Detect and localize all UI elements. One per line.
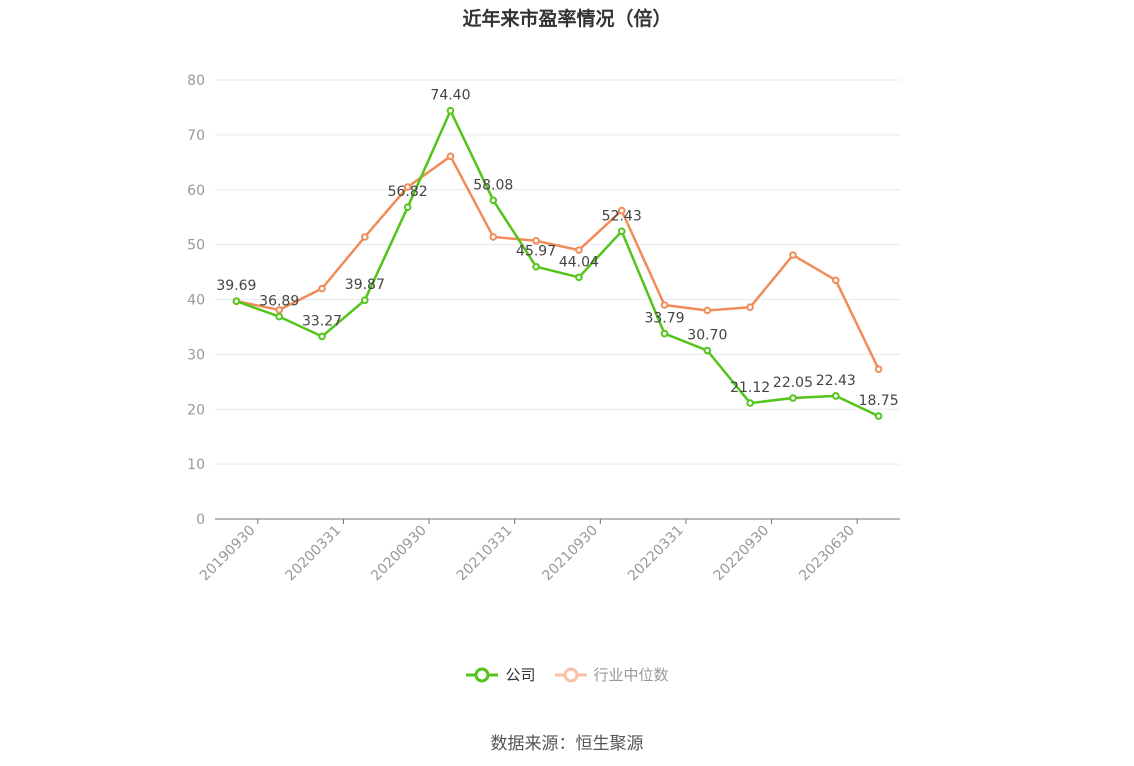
data-point-1 <box>403 183 412 191</box>
data-label: 36.89 <box>259 294 299 310</box>
data-label: 21.12 <box>730 380 770 396</box>
y-tick-label: 80 <box>187 73 205 89</box>
data-point-1 <box>532 236 540 245</box>
data-point-1 <box>617 206 626 215</box>
data-label: 74.40 <box>430 88 470 104</box>
x-tick-label: 20210331 <box>454 523 516 585</box>
legend-industry-icon <box>554 667 587 682</box>
legend-company-label: 公司 <box>505 666 536 684</box>
data-point-0 <box>789 394 797 402</box>
data-point-1 <box>361 233 369 241</box>
data-point-0 <box>703 346 712 355</box>
data-point-1 <box>660 301 669 309</box>
data-point-0 <box>746 399 754 407</box>
data-point-1 <box>575 246 583 254</box>
data-label: 44.04 <box>559 254 599 270</box>
data-source: 数据来源：恒生聚源 <box>490 734 644 754</box>
data-point-0 <box>446 106 455 115</box>
x-tick-label: 20230630 <box>796 523 858 585</box>
y-tick-label: 30 <box>187 347 205 363</box>
x-tick-label: 20220331 <box>625 523 687 585</box>
data-point-0 <box>275 312 284 321</box>
data-point-0 <box>874 412 883 420</box>
data-label: 39.87 <box>345 277 385 293</box>
data-point-0 <box>617 227 626 236</box>
data-point-1 <box>446 152 455 161</box>
data-point-1 <box>703 306 712 315</box>
series-line-1 <box>236 155 880 370</box>
data-label: 45.97 <box>516 244 556 260</box>
series-line-0 <box>235 109 880 418</box>
data-point-1 <box>874 365 883 373</box>
y-tick-label: 0 <box>196 512 205 528</box>
legend-item-company[interactable]: 公司 <box>465 664 536 685</box>
data-point-1 <box>318 284 326 293</box>
y-tick-label: 60 <box>187 183 205 199</box>
data-point-0 <box>318 332 326 341</box>
data-label: 39.69 <box>216 278 256 294</box>
y-tick-label: 10 <box>187 457 205 473</box>
legend: 公司 行业中位数 <box>0 664 1134 685</box>
chart-title: 近年来市盈率情况（倍） <box>462 8 672 30</box>
data-point-0 <box>489 196 498 205</box>
data-point-0 <box>660 329 669 338</box>
data-label: 52.43 <box>602 208 642 224</box>
data-point-0 <box>403 203 412 212</box>
y-tick-label: 70 <box>187 128 205 144</box>
x-tick-label: 20200331 <box>283 523 345 585</box>
y-tick-label: 40 <box>187 293 205 309</box>
data-point-0 <box>575 273 583 282</box>
data-label: 22.43 <box>816 373 856 389</box>
data-point-0 <box>232 297 241 306</box>
legend-industry-label: 行业中位数 <box>593 666 669 684</box>
x-tick-label: 20210930 <box>539 523 601 585</box>
data-label: 33.79 <box>644 311 684 327</box>
data-point-1 <box>746 303 754 311</box>
data-label: 18.75 <box>859 393 899 409</box>
data-label: 58.08 <box>473 177 513 193</box>
data-point-0 <box>361 296 369 305</box>
data-point-1 <box>489 233 498 241</box>
data-label: 30.70 <box>687 328 727 344</box>
data-point-1 <box>831 276 840 285</box>
legend-item-industry-median[interactable]: 行业中位数 <box>554 664 669 685</box>
data-point-0 <box>532 262 540 271</box>
x-tick-label: 20190930 <box>197 523 259 585</box>
data-point-0 <box>831 392 840 400</box>
data-label: 33.27 <box>302 313 342 329</box>
y-tick-label: 20 <box>187 402 205 418</box>
x-tick-label: 20220930 <box>711 523 773 585</box>
data-point-1 <box>275 306 284 314</box>
data-label: 22.05 <box>773 375 813 391</box>
y-tick-label: 50 <box>187 238 205 254</box>
x-tick-label: 20200930 <box>368 523 430 585</box>
legend-company-icon <box>466 667 499 682</box>
data-label: 56.82 <box>388 184 428 200</box>
data-point-1 <box>789 251 797 259</box>
